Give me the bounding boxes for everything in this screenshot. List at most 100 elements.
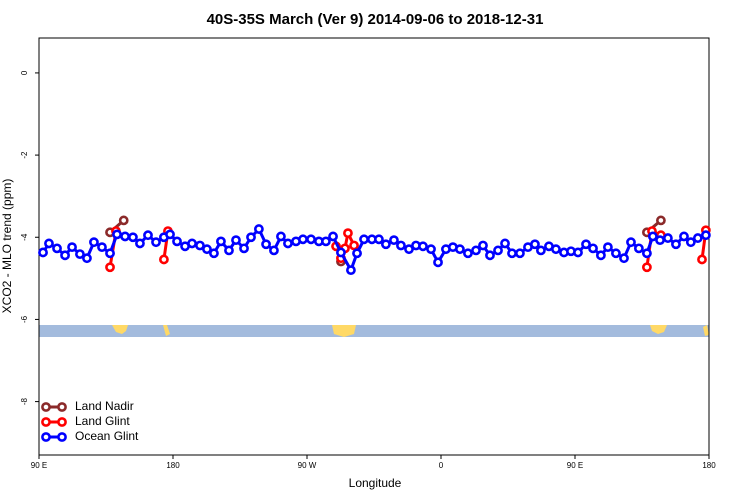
x-axis-label: Longitude bbox=[349, 476, 402, 490]
legend-marker bbox=[57, 417, 67, 427]
point bbox=[471, 245, 481, 256]
series-line bbox=[109, 219, 662, 234]
point bbox=[530, 239, 540, 250]
point bbox=[374, 234, 384, 245]
point bbox=[381, 239, 391, 250]
point bbox=[276, 231, 286, 242]
point bbox=[663, 233, 673, 243]
point bbox=[633, 243, 644, 254]
point bbox=[346, 265, 356, 276]
point bbox=[306, 234, 316, 245]
legend-label: Ocean Glint bbox=[75, 429, 139, 443]
point bbox=[396, 240, 406, 251]
point bbox=[187, 238, 197, 249]
point bbox=[224, 245, 234, 256]
point bbox=[671, 239, 681, 250]
point bbox=[626, 237, 636, 248]
chart-title: 40S-35S March (Ver 9) 2014-09-06 to 2018… bbox=[207, 11, 544, 28]
point bbox=[647, 231, 658, 242]
x-tick-label: 90 E bbox=[567, 461, 583, 470]
point bbox=[60, 250, 70, 261]
point bbox=[231, 235, 241, 246]
x-tick-label: 90 W bbox=[298, 461, 317, 470]
point bbox=[485, 250, 495, 261]
point bbox=[202, 244, 212, 255]
point bbox=[172, 236, 182, 247]
point bbox=[336, 247, 346, 258]
point bbox=[642, 248, 652, 259]
point bbox=[52, 243, 62, 254]
legend-label: Land Nadir bbox=[75, 399, 134, 413]
point bbox=[165, 229, 175, 240]
point bbox=[389, 235, 399, 246]
point bbox=[573, 247, 583, 258]
point bbox=[44, 238, 54, 249]
point bbox=[426, 244, 436, 255]
point bbox=[515, 248, 525, 259]
legend-marker bbox=[57, 402, 67, 412]
point bbox=[105, 248, 115, 259]
point bbox=[82, 253, 92, 264]
point bbox=[500, 238, 510, 249]
legend-marker bbox=[41, 432, 51, 442]
point bbox=[343, 228, 353, 239]
point bbox=[120, 231, 130, 242]
point bbox=[463, 248, 473, 259]
point bbox=[75, 249, 85, 260]
point bbox=[246, 232, 256, 243]
point bbox=[105, 262, 115, 273]
point bbox=[195, 240, 205, 251]
point bbox=[298, 234, 308, 245]
legend-label: Land Glint bbox=[75, 414, 130, 428]
legend-marker bbox=[57, 432, 67, 442]
point bbox=[97, 242, 107, 253]
y-tick-label: -4 bbox=[20, 233, 29, 241]
point bbox=[143, 230, 153, 241]
point bbox=[151, 237, 161, 248]
point bbox=[493, 245, 503, 256]
x-tick-label: 0 bbox=[439, 461, 444, 470]
point bbox=[581, 239, 591, 250]
point bbox=[611, 248, 621, 259]
point bbox=[551, 244, 561, 255]
point bbox=[679, 231, 689, 242]
point bbox=[655, 235, 665, 246]
point bbox=[697, 254, 707, 265]
point bbox=[536, 245, 546, 256]
y-axis-label: XCO2 - MLO trend (ppm) bbox=[0, 179, 14, 314]
x-tick-label: 180 bbox=[166, 461, 180, 470]
point bbox=[352, 248, 362, 259]
point bbox=[128, 232, 138, 243]
point bbox=[328, 231, 338, 242]
point bbox=[478, 240, 488, 251]
point bbox=[359, 234, 369, 245]
y-tick-label: -8 bbox=[20, 397, 29, 405]
point bbox=[692, 233, 703, 243]
point bbox=[67, 242, 77, 253]
point bbox=[619, 253, 629, 264]
point bbox=[404, 244, 414, 255]
legend-marker bbox=[41, 417, 51, 427]
point bbox=[239, 243, 249, 254]
point bbox=[433, 257, 443, 268]
point bbox=[349, 240, 359, 251]
x-tick-label: 90 E bbox=[31, 461, 47, 470]
point bbox=[89, 237, 99, 248]
point bbox=[283, 238, 293, 249]
point bbox=[38, 247, 48, 258]
point bbox=[700, 230, 711, 241]
point bbox=[603, 242, 613, 253]
point bbox=[135, 238, 145, 249]
point bbox=[269, 245, 279, 256]
land-strip bbox=[39, 325, 709, 337]
point bbox=[642, 262, 652, 273]
point bbox=[159, 254, 169, 265]
point bbox=[596, 250, 606, 261]
point bbox=[261, 239, 271, 250]
point bbox=[656, 215, 666, 226]
point bbox=[216, 236, 226, 247]
point bbox=[321, 236, 331, 247]
x-tick-label: 180 bbox=[702, 461, 716, 470]
y-tick-label: -6 bbox=[20, 315, 29, 323]
